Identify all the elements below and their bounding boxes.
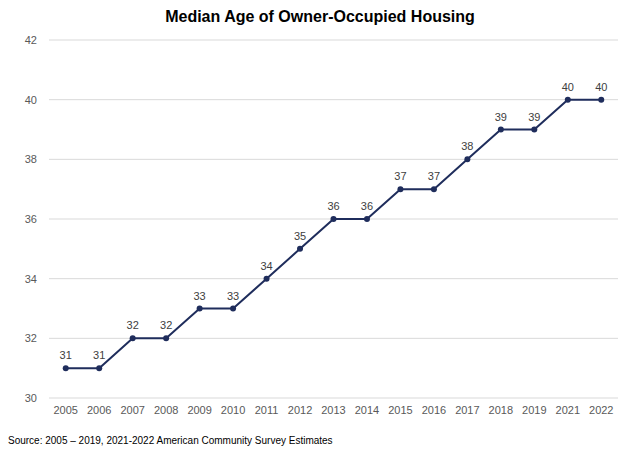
grid-line (49, 40, 618, 41)
data-point (63, 365, 69, 371)
data-point (130, 335, 136, 341)
data-label: 40 (562, 81, 574, 93)
x-tick-label: 2006 (87, 404, 111, 416)
x-tick-label: 2007 (120, 404, 144, 416)
data-label: 36 (327, 200, 339, 212)
data-label: 31 (60, 349, 72, 361)
x-tick-label: 2005 (53, 404, 77, 416)
x-tick-label: 2019 (522, 404, 546, 416)
data-label: 38 (461, 140, 473, 152)
data-point (364, 216, 370, 222)
x-tick-label: 2017 (455, 404, 479, 416)
series-group (63, 97, 605, 372)
grid (49, 40, 618, 398)
grid-line (49, 398, 618, 399)
grid-line (49, 159, 618, 160)
data-point (230, 306, 236, 312)
chart-container: Median Age of Owner-Occupied Housing 30 32… (0, 0, 640, 458)
y-tick-label: 34 (25, 273, 37, 285)
source-note: Source: 2005 – 2019, 2021-2022 American … (8, 435, 333, 446)
y-tick-label: 32 (25, 332, 37, 344)
data-label: 39 (495, 111, 507, 123)
data-label: 37 (394, 170, 406, 182)
x-tick-label: 2008 (154, 404, 178, 416)
x-tick-label: 2015 (388, 404, 412, 416)
x-tick-label: 2013 (321, 404, 345, 416)
data-label: 34 (260, 260, 272, 272)
x-tick-label: 2022 (589, 404, 613, 416)
y-tick-label: 38 (25, 153, 37, 165)
data-point (565, 97, 571, 103)
y-tick-label: 42 (25, 34, 37, 46)
data-point (431, 186, 437, 192)
y-tick-label: 40 (25, 94, 37, 106)
data-point (464, 156, 470, 162)
data-label: 40 (595, 81, 607, 93)
data-point (397, 186, 403, 192)
data-point (264, 276, 270, 282)
x-tick-label: 2011 (255, 404, 279, 416)
series-line (66, 100, 602, 369)
chart-svg: Median Age of Owner-Occupied Housing 30 32… (0, 0, 640, 458)
data-label: 35 (294, 230, 306, 242)
x-tick-label: 2010 (221, 404, 245, 416)
data-label: 36 (361, 200, 373, 212)
y-tick-label: 36 (25, 213, 37, 225)
data-label: 31 (93, 349, 105, 361)
data-point (96, 365, 102, 371)
x-tick-label: 2012 (288, 404, 312, 416)
data-point (163, 335, 169, 341)
grid-line (49, 278, 618, 279)
x-tick-label: 2014 (355, 404, 379, 416)
data-label: 37 (428, 170, 440, 182)
data-point (531, 127, 537, 133)
x-tick-label: 2021 (556, 404, 580, 416)
data-point (498, 127, 504, 133)
x-tick-label: 2009 (187, 404, 211, 416)
grid-line (49, 99, 618, 100)
y-tick-label: 30 (25, 392, 37, 404)
data-label: 39 (528, 111, 540, 123)
data-point (331, 216, 337, 222)
data-point (297, 246, 303, 252)
data-point (197, 306, 203, 312)
data-label: 33 (193, 290, 205, 302)
data-label: 32 (127, 319, 139, 331)
x-tick-label: 2016 (422, 404, 446, 416)
data-point (598, 97, 604, 103)
data-label: 33 (227, 290, 239, 302)
x-tick-label: 2018 (489, 404, 513, 416)
data-label: 32 (160, 319, 172, 331)
chart-title: Median Age of Owner-Occupied Housing (165, 8, 475, 25)
